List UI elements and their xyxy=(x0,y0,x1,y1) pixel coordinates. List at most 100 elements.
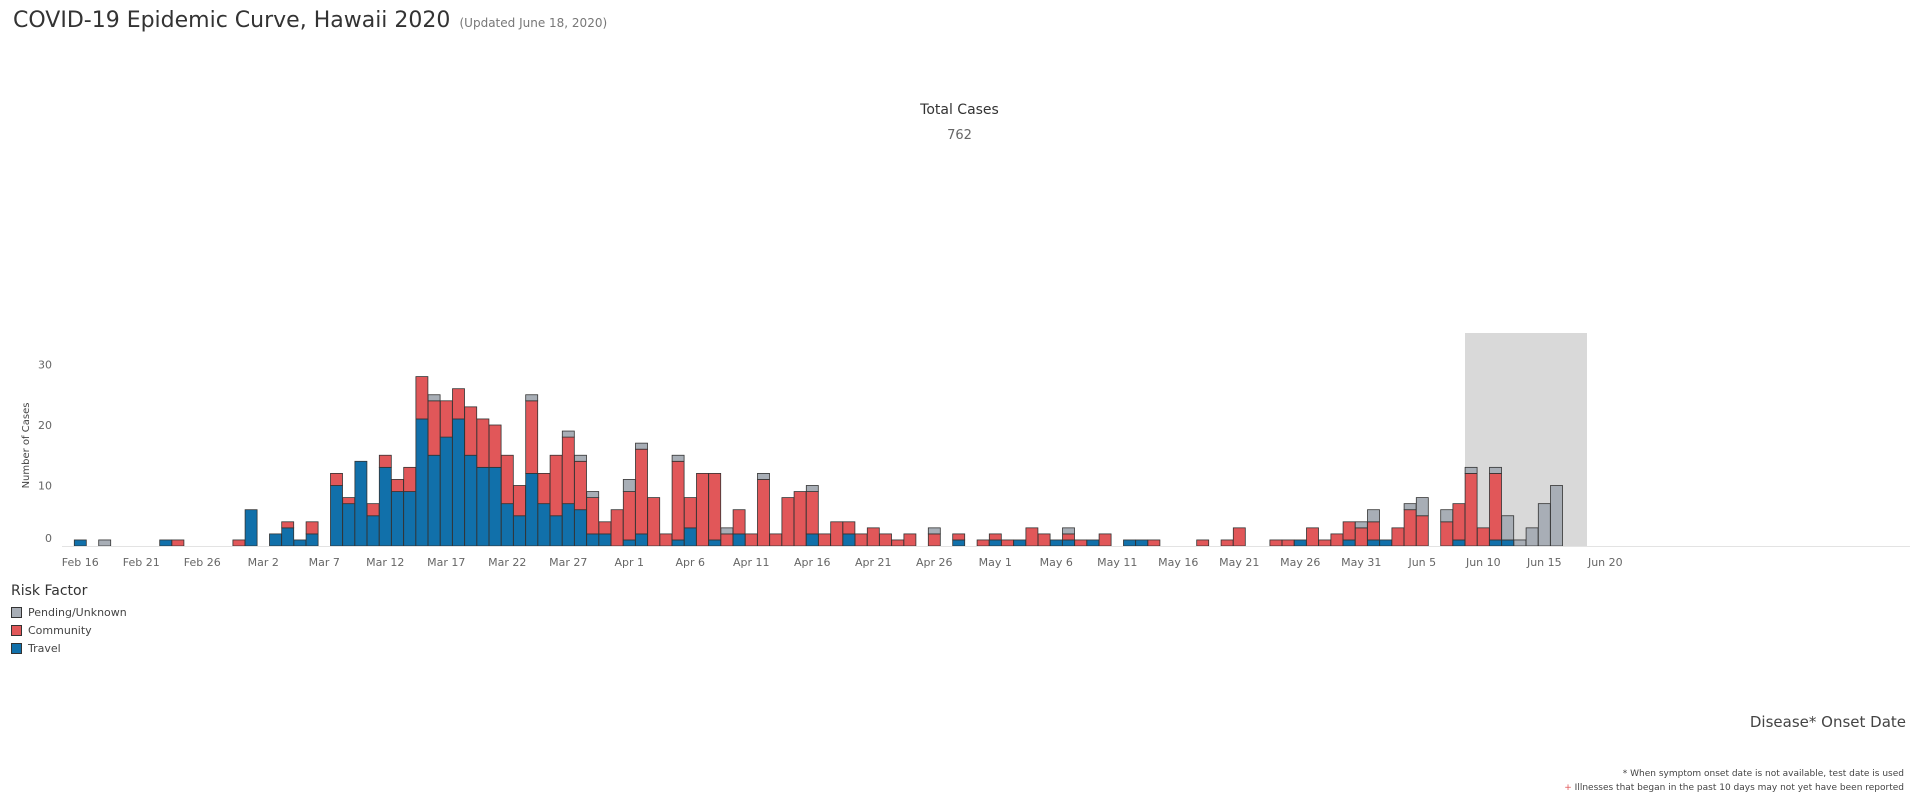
x-tick-label: Apr 26 xyxy=(916,556,953,569)
x-tick-label: May 31 xyxy=(1341,556,1381,569)
x-tick-label: Jun 10 xyxy=(1465,556,1501,569)
bar-community xyxy=(415,376,429,420)
bar-travel xyxy=(342,503,356,547)
x-tick-label: Mar 2 xyxy=(248,556,279,569)
bar-pending xyxy=(1525,527,1539,547)
bar-community xyxy=(793,491,807,547)
bar-community xyxy=(830,521,844,547)
x-tick-label: Mar 22 xyxy=(488,556,526,569)
footnote-onset-date: * When symptom onset date is not availab… xyxy=(1622,769,1904,779)
bar-community xyxy=(1489,472,1502,541)
x-tick-label: Feb 16 xyxy=(62,556,99,569)
total-cases-summary: Total Cases 762 xyxy=(0,102,1919,143)
bar-community xyxy=(635,448,648,535)
bar-pending xyxy=(1367,509,1380,523)
bar-community xyxy=(1354,527,1368,547)
bar-community xyxy=(391,479,404,492)
bar-community xyxy=(1098,533,1112,547)
x-tick-label: May 16 xyxy=(1158,556,1198,569)
bar-travel xyxy=(622,539,636,547)
bar-travel xyxy=(1123,539,1136,547)
bar-community xyxy=(903,533,917,547)
x-tick-label: May 6 xyxy=(1040,556,1073,569)
x-axis-title: Disease* Onset Date xyxy=(1749,713,1906,731)
bar-community xyxy=(232,539,246,547)
bar-community xyxy=(513,485,526,517)
bar-community xyxy=(1074,539,1088,547)
legend-item-travel[interactable]: Travel xyxy=(11,639,127,657)
bar-community xyxy=(671,460,685,541)
legend-item-pending[interactable]: Pending/Unknown xyxy=(11,603,127,621)
bar-travel xyxy=(1049,539,1063,547)
bar-travel xyxy=(537,503,551,547)
x-tick-label: Mar 7 xyxy=(309,556,340,569)
bar-community xyxy=(866,527,880,547)
bar-community xyxy=(805,491,819,535)
bar-travel xyxy=(378,466,392,547)
bar-travel xyxy=(330,485,343,547)
legend-item-community[interactable]: Community xyxy=(11,621,127,639)
x-tick-label: May 21 xyxy=(1219,556,1259,569)
title-row: COVID-19 Epidemic Curve, Hawaii 2020 (Up… xyxy=(13,8,607,33)
y-axis-title: Number of Cases xyxy=(21,403,32,489)
bar-community xyxy=(1196,539,1210,547)
footnote-reporting-delay: + Illnesses that began in the past 10 da… xyxy=(1564,783,1904,793)
bar-travel xyxy=(488,466,502,547)
bar-travel xyxy=(586,533,600,547)
bar-community xyxy=(1001,539,1014,547)
bar-travel xyxy=(513,515,526,547)
bar-community xyxy=(988,533,1002,541)
bar-travel xyxy=(683,527,697,547)
x-tick-label: May 26 xyxy=(1280,556,1320,569)
bar-travel xyxy=(671,539,685,547)
y-tick-label: 0 xyxy=(45,532,52,545)
bar-travel xyxy=(500,503,514,547)
bar-travel xyxy=(1501,539,1515,547)
bar-community xyxy=(281,521,295,529)
bar-travel xyxy=(1452,539,1466,547)
bar-community xyxy=(378,454,392,468)
bar-community xyxy=(1342,521,1356,541)
legend-title: Risk Factor xyxy=(11,583,88,599)
page-title: COVID-19 Epidemic Curve, Hawaii 2020 xyxy=(13,8,451,33)
bar-community xyxy=(171,539,185,547)
bar-community xyxy=(1147,539,1161,547)
bar-travel xyxy=(269,533,282,547)
bar-community xyxy=(574,460,587,511)
bar-community xyxy=(1318,539,1332,547)
bar-community xyxy=(854,533,868,547)
bar-pending xyxy=(1501,515,1515,541)
bar-community xyxy=(488,424,502,468)
bar-pending xyxy=(561,430,575,438)
bar-community xyxy=(659,533,673,547)
bar-community xyxy=(1464,472,1478,547)
bar-community xyxy=(427,400,441,456)
bar-travel xyxy=(476,466,490,547)
bar-travel xyxy=(952,539,966,547)
bar-community xyxy=(525,400,539,474)
bar-travel xyxy=(305,533,319,547)
bar-travel xyxy=(427,454,441,547)
x-tick-label: Jun 15 xyxy=(1526,556,1562,569)
bar-community xyxy=(452,388,465,420)
bar-travel xyxy=(561,503,575,547)
x-tick-label: Feb 26 xyxy=(184,556,221,569)
bar-community xyxy=(879,533,892,547)
legend-swatch-travel xyxy=(11,642,22,654)
bar-community xyxy=(500,454,514,505)
bar-community xyxy=(927,533,941,547)
bar-community xyxy=(976,539,990,547)
bar-community xyxy=(696,472,709,547)
bar-community xyxy=(622,491,636,541)
bar-community xyxy=(1269,539,1283,547)
bar-pending xyxy=(635,442,648,450)
bar-pending xyxy=(622,479,636,492)
bar-pending xyxy=(805,485,819,492)
bar-travel xyxy=(635,533,648,547)
bar-community xyxy=(342,497,356,505)
bar-community xyxy=(1415,515,1429,547)
bar-community xyxy=(647,497,661,547)
bar-travel xyxy=(1013,539,1027,547)
bar-community xyxy=(1452,503,1466,541)
